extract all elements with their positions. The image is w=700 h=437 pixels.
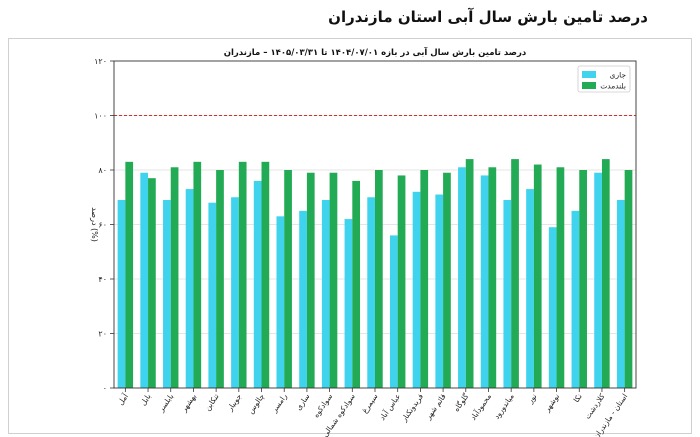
x-tick-label: رامسر (269, 392, 289, 415)
x-tick-label: نوشهر (542, 392, 561, 414)
bar-longterm (397, 175, 406, 388)
bar-current (276, 216, 285, 388)
plot-frame (113, 60, 637, 389)
bar-longterm (261, 161, 270, 388)
bar-longterm (284, 170, 292, 388)
bar-current (367, 197, 375, 388)
bar-current (503, 199, 512, 388)
bar-current (140, 172, 149, 388)
bar-current (231, 197, 239, 388)
x-tick-label: نکا (572, 392, 584, 404)
bar-longterm (352, 180, 361, 388)
bar-longterm (125, 161, 134, 388)
figure-frame (8, 38, 692, 434)
x-tick-label: آمل (115, 391, 130, 407)
y-tick-label: ۲۰ (98, 330, 107, 339)
bar-longterm (193, 161, 202, 388)
y-tick-label: ۴۰ (98, 275, 107, 284)
y-tick-label: ۸۰ (98, 166, 107, 175)
y-tick-label: ۰ (103, 384, 107, 393)
bar-current (208, 202, 217, 388)
x-tick-label: میاندورود (492, 392, 516, 421)
bar-current (480, 175, 489, 388)
bars (117, 159, 633, 388)
x-tick-label: سوادکوه (311, 392, 334, 419)
bar-current (117, 199, 126, 388)
y-tick-label: ۱۲۰ (94, 57, 107, 66)
x-tick-label: گلوگاه (452, 392, 471, 414)
y-tick-label: ۶۰ (98, 221, 107, 230)
bar-longterm (624, 170, 633, 388)
bar-longterm (488, 167, 497, 388)
bar-current (571, 210, 580, 388)
y-axis-label: درصد (%) (90, 207, 99, 242)
bar-current (253, 180, 262, 388)
bar-longterm (329, 172, 338, 388)
bar-longterm (306, 172, 315, 388)
bar-current (389, 235, 398, 388)
bar-longterm (601, 159, 610, 388)
x-tick-label: ساری (294, 392, 312, 412)
x-tick-label: جویبار (225, 392, 244, 414)
page-title: درصد تامین بارش سال آبی استان مازندران (328, 8, 648, 26)
legend: جاری بلندمدت (577, 65, 631, 93)
bar-current (344, 219, 353, 388)
bar-longterm (556, 167, 565, 388)
x-tick-label: محمودآباد (468, 391, 494, 421)
x-tick-label: سیمرغ (360, 392, 380, 415)
legend-label: جاری (610, 71, 627, 80)
bar-current (321, 199, 330, 388)
bar-longterm (443, 172, 451, 388)
bar-longterm (511, 159, 519, 388)
bar-longterm (420, 170, 429, 388)
bar-current (412, 191, 421, 388)
x-tick-label: عباس آباد (377, 391, 403, 422)
x-tick-label: بابلسر (156, 392, 175, 414)
x-tick-label: تنکابن (203, 392, 221, 412)
legend-swatch (582, 71, 596, 78)
legend-swatch (582, 82, 596, 89)
x-tick-label: قائم شهر (423, 392, 448, 422)
legend-label: بلندمدت (600, 82, 626, 91)
bar-longterm (170, 167, 179, 388)
x-tick-label: بهشهر (179, 392, 198, 414)
bar-current (526, 189, 534, 388)
bar-longterm (216, 170, 224, 388)
axes (110, 60, 637, 392)
bar-current (163, 199, 171, 388)
x-tick-label: فریدونکنار (399, 392, 425, 424)
x-tick-label: بابل (138, 392, 152, 407)
bar-longterm (375, 170, 383, 388)
bar-current (299, 210, 307, 388)
bar-current (435, 194, 444, 388)
y-tick-label: ۱۰۰ (94, 112, 107, 121)
x-tick-label: کلاردشت (583, 392, 607, 421)
bar-current (616, 199, 625, 388)
bar-longterm (533, 164, 542, 388)
bar-longterm (465, 159, 474, 388)
bar-current (458, 167, 466, 388)
bar-longterm (579, 170, 587, 388)
x-tick-label: چالوس (246, 392, 266, 416)
bar-current (594, 172, 602, 388)
bar-current (548, 227, 557, 388)
x-tick-label: نور (525, 392, 538, 406)
chart-title: درصد تامین بارش سال آبی در بازه ۱۴۰۴/۰۷/… (224, 46, 527, 58)
bar-longterm (148, 178, 156, 388)
bar-current (185, 189, 194, 388)
bar-longterm (238, 161, 247, 388)
